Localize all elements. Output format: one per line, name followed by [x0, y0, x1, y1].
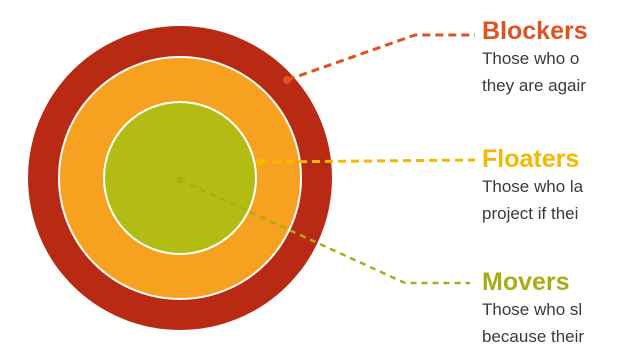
movers-connector-line: [179, 178, 470, 285]
blockers-description-line-1: Those who o: [482, 49, 580, 68]
floaters-connector-dot: [256, 158, 264, 166]
movers-connector-dot: [176, 176, 184, 184]
movers-description-line-2: because their: [482, 327, 585, 346]
blockers-description-line-2: they are agair: [482, 76, 586, 95]
floaters-description-line-1: Those who la: [482, 177, 584, 196]
movers-title: Movers: [482, 268, 570, 296]
floaters-legend: Floaters Those who la project if thei: [482, 145, 620, 227]
blockers-title: Blockers: [482, 17, 588, 45]
floaters-description-line-2: project if thei: [482, 204, 579, 223]
floaters-connector-line: [259, 158, 476, 164]
movers-description-line-1: Those who sl: [482, 300, 583, 319]
movers-legend: Movers Those who sl because their: [482, 268, 620, 350]
blockers-legend: Blockers Those who o they are agair: [482, 17, 620, 99]
blockers-connector-line: [286, 33, 475, 82]
floaters-title: Floaters: [482, 145, 580, 173]
blockers-connector-dot: [283, 76, 291, 84]
